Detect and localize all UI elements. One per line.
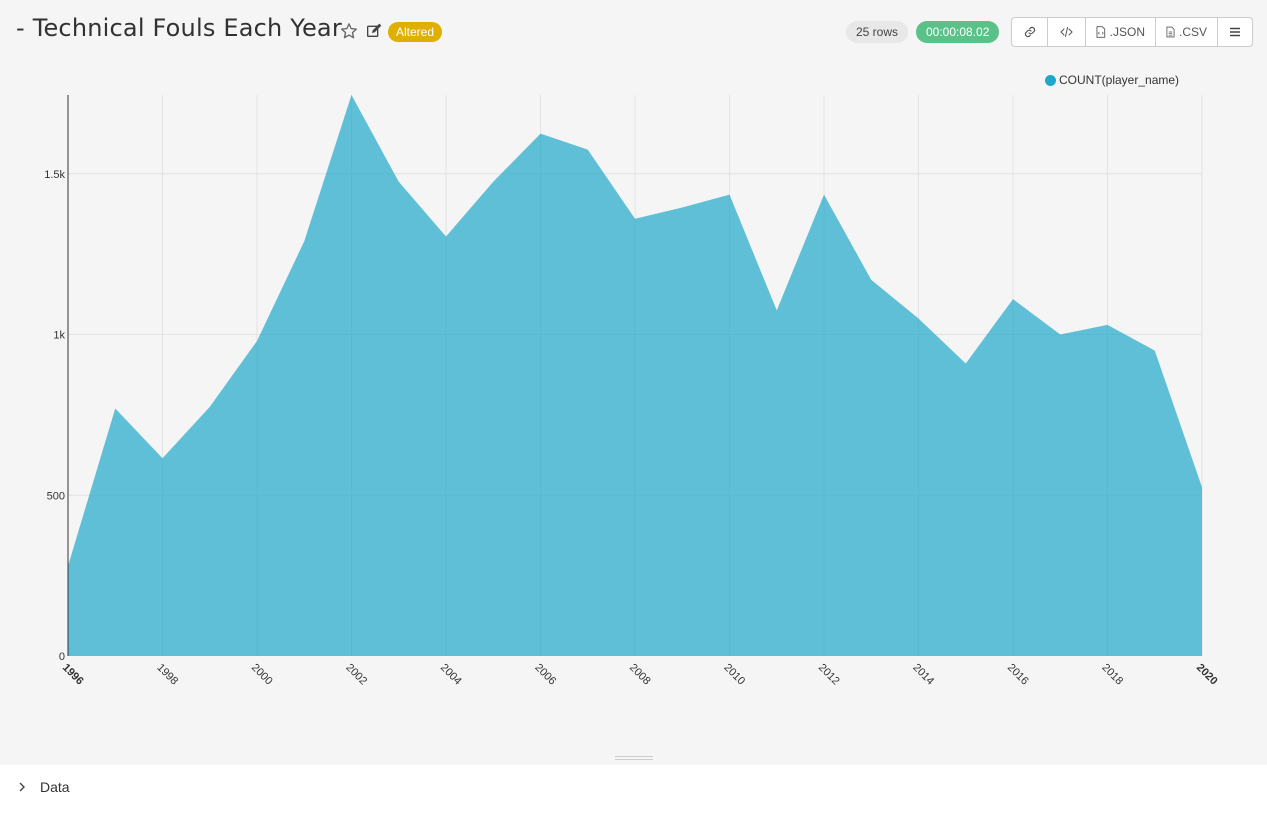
file-code-icon: [1096, 26, 1106, 38]
data-panel: Data: [0, 765, 1267, 835]
y-tick-label: 0: [59, 651, 65, 663]
data-panel-label: Data: [40, 779, 70, 795]
x-tick-label: 2012: [816, 662, 842, 688]
export-button-group: .JSON .CSV: [1011, 17, 1253, 47]
x-tick-label: 2000: [249, 662, 275, 688]
link-icon: [1024, 26, 1035, 38]
resize-handle[interactable]: [615, 756, 653, 760]
x-tick-label: 1996: [60, 662, 86, 688]
export-json-button[interactable]: .JSON: [1086, 18, 1156, 46]
export-csv-label: .CSV: [1178, 25, 1207, 39]
x-tick-label: 1998: [154, 662, 180, 688]
x-tick-label: 2004: [438, 662, 464, 688]
embed-code-button[interactable]: [1048, 18, 1086, 46]
export-csv-button[interactable]: .CSV: [1156, 18, 1218, 46]
copy-link-button[interactable]: [1012, 18, 1048, 46]
x-tick-label: 2010: [721, 662, 747, 688]
edit-icon[interactable]: [366, 23, 382, 39]
x-tick-label: 2014: [910, 662, 936, 688]
legend-marker: [1045, 74, 1056, 86]
x-tick-label: 2008: [627, 662, 653, 688]
x-tick-label: 2006: [532, 662, 558, 688]
altered-badge[interactable]: Altered: [388, 22, 443, 42]
chart-header: - Technical Fouls Each Year Altered 25 r…: [0, 0, 1267, 64]
row-count-badge: 25 rows: [846, 21, 909, 43]
y-tick-label: 500: [47, 490, 65, 502]
more-options-button[interactable]: [1218, 18, 1252, 46]
x-tick-label: 2016: [1005, 662, 1031, 688]
chart-title: - Technical Fouls Each Year: [16, 14, 342, 42]
menu-bars-icon: [1230, 27, 1240, 37]
x-tick-label: 2020: [1194, 662, 1220, 688]
x-tick-label: 2018: [1099, 662, 1125, 688]
file-text-icon: [1166, 26, 1175, 38]
code-icon: [1060, 27, 1073, 37]
export-json-label: .JSON: [1109, 25, 1145, 39]
area-layer: [68, 95, 1202, 656]
data-panel-toggle[interactable]: Data: [16, 779, 70, 795]
series-area: [68, 95, 1202, 656]
chevron-right-icon: [19, 782, 25, 792]
chart-grid: [67, 95, 1203, 656]
favorite-star-icon[interactable]: [340, 22, 358, 40]
legend-label: COUNT(player_name): [1059, 73, 1180, 87]
y-tick-label: 1k: [53, 330, 65, 342]
query-timer-badge: 00:00:08.02: [916, 21, 1000, 43]
chart-legend-item[interactable]: COUNT(player_name): [1045, 73, 1179, 87]
x-tick-label: 2002: [343, 662, 369, 688]
y-tick-label: 1.5k: [44, 169, 65, 181]
chart-axes: 0 500 1k 1.5k 1996 1998 2000 2002 2004 2006 2008 20…: [44, 95, 1220, 688]
